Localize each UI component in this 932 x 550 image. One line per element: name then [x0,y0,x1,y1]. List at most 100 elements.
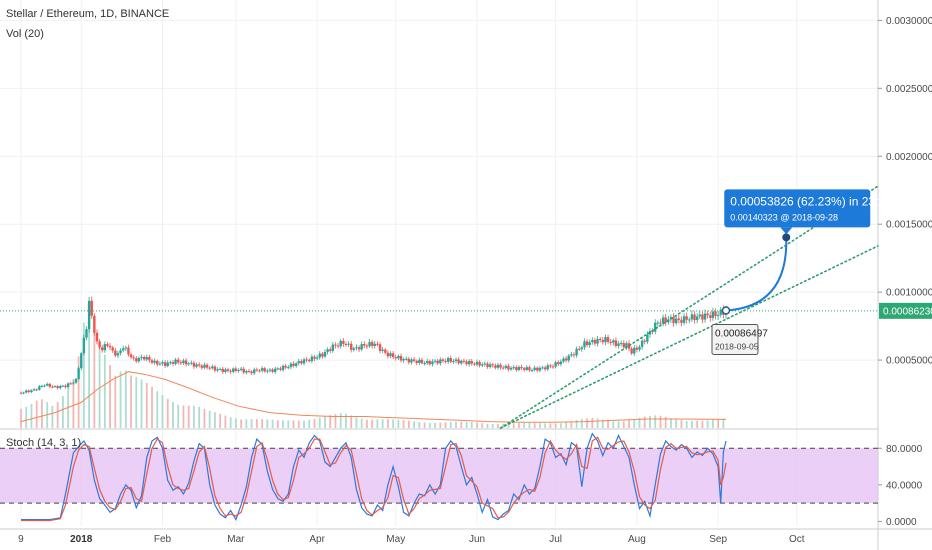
volume-bar [518,422,520,428]
candle-body [426,361,429,364]
candle-body [394,357,397,359]
volume-bar [334,413,337,428]
candle-body [45,383,49,386]
candle-body [399,356,403,361]
stoch-axis-label: 40.0000 [886,480,923,491]
stoch-indicator-label[interactable]: Stoch (14, 3, 1) [6,437,82,449]
volume-bar [691,420,693,428]
volume-bars [20,302,725,428]
candle-body [114,350,117,356]
projection-start-point [721,306,731,315]
volume-bar [345,413,347,428]
candle-body [431,361,434,365]
candle-body [575,348,578,356]
volume-bar [491,423,494,428]
volume-bar [214,412,216,428]
candle-body [515,367,518,371]
candle-body [593,339,597,344]
candle-body [580,347,584,350]
candle-body [625,343,628,348]
candle-body [462,360,466,362]
candle-body [606,337,610,342]
volume-bar [423,422,426,428]
candle-body [520,366,523,369]
candle-body [213,366,217,371]
candle-body [19,392,23,394]
candle-body [294,363,298,367]
candle-body [703,313,707,320]
symbol-title[interactable]: Stellar / Ethereum, 1D, BINANCE [6,8,170,20]
candle-body [633,347,636,354]
volume-bar [193,405,195,428]
candle-body [182,360,185,364]
volume-bar [250,419,253,428]
candle-body [706,313,709,316]
candle-body [216,369,219,371]
candle-body [308,359,311,362]
volume-bar [722,418,725,428]
candle-body [562,358,565,362]
time-axis-label: 9 [18,534,24,545]
candle-body [140,357,143,359]
volume-bar [497,424,499,428]
candle-body [108,345,112,348]
candle-body [287,367,290,369]
candle-body [305,359,308,361]
volume-indicator-label[interactable]: Vol (20) [6,28,44,40]
candle-body [229,370,232,372]
price-projection-callout[interactable]: 0.00053826 (62.23%) in 23d 0.00140323 @ 2… [721,189,882,315]
candle-body [596,338,599,344]
volume-bar [659,415,662,428]
candle-body [77,368,80,380]
candle-body [292,363,295,367]
candle-body [169,362,172,364]
candle-body [336,345,340,347]
time-axis-label: Apr [309,534,325,545]
volume-bar [130,375,132,428]
current-price-tag [879,302,932,319]
volume-bar [717,419,720,428]
candle-body [481,364,484,366]
candle-body [478,361,481,366]
volume-bar [245,419,248,428]
candle-body [654,322,657,332]
volume-bar [706,420,709,428]
candle-body [145,357,148,360]
candle-body [439,359,442,364]
candle-body [66,383,70,388]
candle-body [470,361,473,364]
volume-bar [308,419,311,428]
candle-body [512,367,515,369]
candle-body [591,339,594,343]
volume-bar [617,421,620,428]
volume-bar [93,324,96,428]
candle-body [373,343,376,346]
time-axis-label: Oct [789,534,805,545]
volume-bar [643,416,646,428]
callout-pointer [780,227,793,235]
candle-body [567,355,570,361]
candle-body [486,363,489,368]
volume-bar [402,420,405,428]
candle-body [344,343,348,345]
volume-bar [266,419,269,428]
candle-body [279,368,282,370]
candle-body [53,386,57,388]
volume-bar [56,401,59,428]
candle-body [32,389,36,391]
candle-body [40,385,44,387]
candle-body [407,358,411,363]
candle-body [124,347,128,349]
candle-body [190,362,193,364]
volume-bar [355,417,358,428]
candle-body [570,354,573,356]
candle-body [276,368,280,370]
candle-body [716,314,720,317]
candle-body [334,344,337,346]
candle-body [546,365,549,370]
candle-body [494,365,497,368]
candle-body [271,369,274,372]
